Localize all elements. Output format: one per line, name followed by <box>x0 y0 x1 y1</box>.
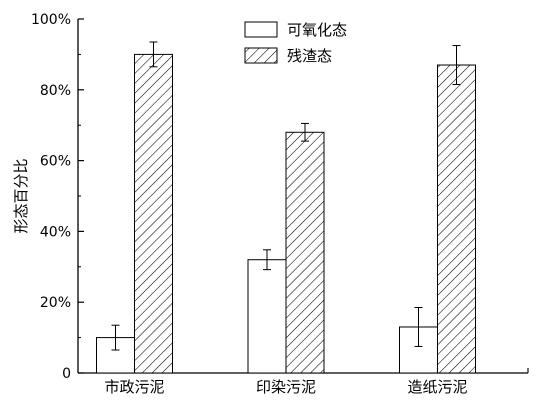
x-labels: 市政污泥 印染污泥 造纸污泥 <box>104 368 529 396</box>
y-axis-title: 形态百分比 <box>12 158 30 233</box>
bar-residual <box>285 131 325 374</box>
y-tick-label: 80% <box>40 83 71 99</box>
legend-swatch-oxidizable <box>244 21 278 38</box>
legend: 可氧化态 残渣态 <box>244 21 347 65</box>
bar-residual <box>134 53 173 374</box>
y-tick-label: 100% <box>31 12 71 28</box>
legend-swatch-residual <box>244 47 278 64</box>
x-tick-label: 造纸污泥 <box>407 378 467 396</box>
legend-label-oxidizable: 可氧化态 <box>287 21 347 39</box>
y-tick-label: 20% <box>40 295 71 311</box>
x-tick-label: 印染污泥 <box>256 378 316 396</box>
y-tick-label: 0 <box>62 366 71 382</box>
x-tick-label: 市政污泥 <box>104 378 164 396</box>
bars <box>96 41 476 374</box>
y-tick-label: 60% <box>40 154 71 170</box>
y-ticks: 0 20% 40% 60% 80% 100% <box>31 12 84 382</box>
bar-oxidizable <box>247 259 287 374</box>
legend-label-residual: 残渣态 <box>287 47 332 65</box>
y-tick-label: 40% <box>40 224 71 240</box>
bar-residual <box>437 64 476 374</box>
